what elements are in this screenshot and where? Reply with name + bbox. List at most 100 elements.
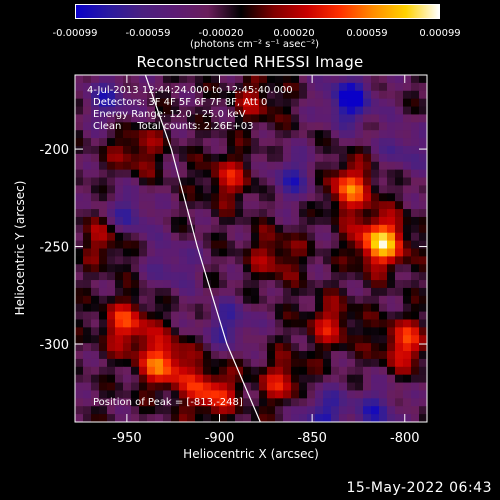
heatmap-cell	[259, 209, 268, 218]
heatmap-cell	[315, 351, 324, 360]
heatmap-cell	[219, 224, 228, 234]
heatmap-cell	[83, 366, 92, 376]
heatmap-cell	[395, 138, 404, 147]
heatmap-cell	[363, 264, 372, 273]
heatmap-cell	[115, 153, 124, 163]
heatmap-cell	[155, 374, 164, 384]
heatmap-cell	[115, 209, 124, 218]
heatmap-cell	[179, 366, 188, 376]
heatmap-cell	[299, 256, 308, 265]
heatmap-cell	[347, 177, 356, 187]
heatmap-cell	[363, 114, 372, 123]
heatmap-cell	[291, 122, 300, 131]
heatmap-cell	[267, 303, 276, 313]
heatmap-cell	[91, 327, 100, 336]
heatmap-cell	[123, 303, 132, 313]
heatmap-cell	[315, 358, 324, 368]
heatmap-cell	[227, 185, 236, 194]
heatmap-cell	[251, 390, 260, 399]
heatmap-cell	[99, 248, 108, 257]
heatmap-cell	[307, 98, 316, 108]
heatmap-cell	[259, 335, 268, 344]
heatmap-cell	[323, 90, 332, 100]
heatmap-cell	[355, 216, 364, 226]
heatmap-cell	[291, 98, 300, 108]
heatmap-cell	[203, 153, 212, 163]
heatmap-cell	[115, 382, 124, 392]
heatmap-cell	[91, 374, 100, 384]
heatmap-cell	[83, 248, 92, 257]
heatmap-cell	[323, 335, 332, 344]
heatmap-cell	[379, 264, 388, 273]
heatmap-cell	[379, 335, 388, 344]
heatmap-cell	[83, 224, 92, 234]
heatmap-cell	[363, 374, 372, 384]
heatmap-cell	[339, 106, 348, 116]
heatmap-cell	[307, 414, 316, 422]
heatmap-cell	[387, 90, 396, 100]
heatmap-cell	[83, 161, 92, 171]
heatmap-cell	[107, 295, 116, 305]
heatmap-cell	[99, 303, 108, 313]
heatmap-cell	[227, 264, 236, 273]
heatmap-cell	[387, 264, 396, 273]
heatmap-cell	[347, 390, 356, 399]
heatmap-cell	[403, 177, 412, 187]
heatmap-cell	[139, 366, 148, 376]
heatmap-cell	[123, 193, 132, 202]
heatmap-cell	[387, 366, 396, 376]
heatmap-cell	[227, 256, 236, 265]
heatmap-cell	[107, 209, 116, 218]
heatmap-cell	[291, 327, 300, 336]
heatmap-cell	[315, 185, 324, 194]
heatmap-cell	[355, 106, 364, 116]
heatmap-cell	[395, 130, 404, 139]
heatmap-cell	[419, 248, 427, 257]
heatmap-cell	[267, 106, 276, 116]
heatmap-cell	[387, 335, 396, 344]
heatmap-cell	[195, 264, 204, 273]
heatmap-cell	[291, 201, 300, 210]
heatmap-cell	[147, 374, 156, 384]
heatmap-cell	[83, 122, 92, 131]
heatmap-cell	[115, 303, 124, 313]
heatmap-cell	[403, 185, 412, 194]
heatmap-cell	[315, 256, 324, 265]
heatmap-cell	[203, 303, 212, 313]
heatmap-cell	[147, 366, 156, 376]
heatmap-cell	[235, 351, 244, 360]
heatmap-cell	[299, 398, 308, 407]
heatmap-cell	[91, 201, 100, 210]
heatmap-cell	[355, 185, 364, 194]
heatmap-cell	[163, 311, 172, 321]
heatmap-cell	[75, 311, 84, 321]
heatmap-cell	[355, 343, 364, 352]
heatmap-cell	[99, 366, 108, 376]
heatmap-cell	[131, 414, 140, 422]
heatmap-cell	[211, 201, 220, 210]
heatmap-cell	[227, 280, 236, 289]
heatmap-cell	[291, 193, 300, 202]
heatmap-cell	[267, 98, 276, 108]
heatmap-cell	[115, 201, 124, 210]
heatmap-cell	[107, 169, 116, 179]
heatmap-cell	[243, 272, 252, 281]
heatmap-cell	[187, 193, 196, 202]
heatmap-cell	[267, 295, 276, 305]
heatmap-cell	[259, 287, 268, 297]
heatmap-cell	[195, 232, 204, 242]
heatmap-cell	[323, 98, 332, 108]
heatmap-cell	[91, 343, 100, 352]
heatmap-cell	[91, 351, 100, 360]
heatmap-cell	[411, 153, 420, 163]
heatmap-cell	[251, 193, 260, 202]
heatmap-cell	[323, 169, 332, 179]
heatmap-cell	[147, 280, 156, 289]
heatmap-cell	[323, 358, 332, 368]
heatmap-cell	[171, 177, 180, 187]
heatmap-cell	[323, 240, 332, 250]
heatmap-cell	[355, 201, 364, 210]
heatmap-cell	[259, 169, 268, 179]
heatmap-cell	[395, 303, 404, 313]
heatmap-cell	[75, 145, 84, 155]
